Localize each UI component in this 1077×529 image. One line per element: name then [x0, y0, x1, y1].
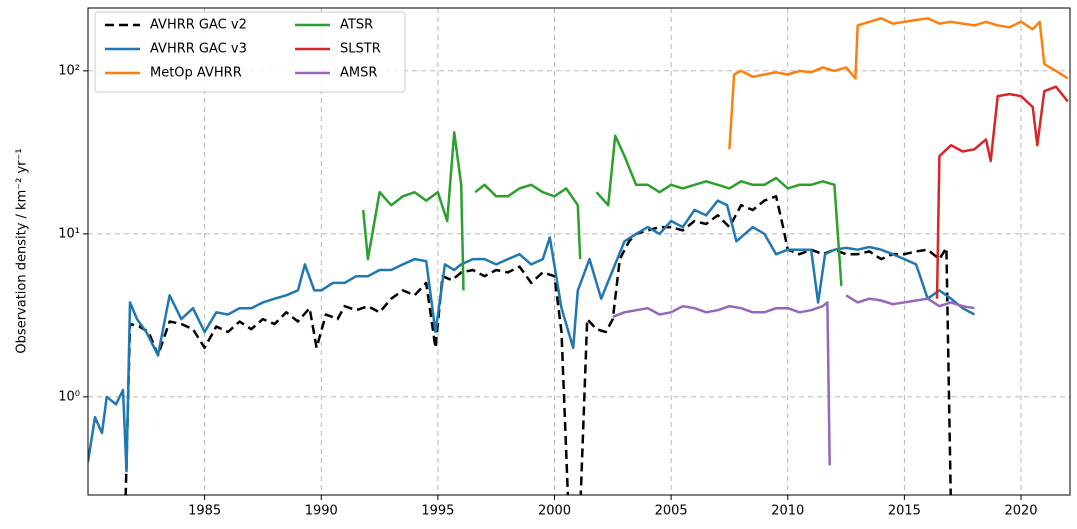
x-tick-label: 2010	[771, 504, 804, 519]
x-tick-label: 1990	[305, 504, 338, 519]
series-line	[88, 199, 975, 473]
x-tick-label: 2005	[655, 504, 688, 519]
series-line	[361, 131, 843, 291]
x-tick-label: 1995	[421, 504, 454, 519]
y-axis-label: Observation density / km⁻² yr⁻¹	[15, 148, 30, 353]
x-tick-label: 2000	[538, 504, 571, 519]
legend-label: AVHRR GAC v2	[150, 18, 247, 33]
y-tick-label: 10²	[58, 63, 80, 78]
series-line	[935, 85, 1069, 299]
legend-label: AMSR	[340, 66, 377, 81]
legend-label: SLSTR	[340, 42, 381, 57]
legend-label: MetOp AVHRR	[150, 66, 242, 81]
legend-label: AVHRR GAC v3	[150, 42, 247, 57]
y-tick-label: 10¹	[58, 226, 80, 241]
series-line	[612, 294, 975, 466]
x-tick-label: 2015	[888, 504, 921, 519]
plot-frame	[87, 7, 1071, 496]
y-tick-label: 10⁰	[58, 389, 80, 404]
x-tick-label: 2020	[1004, 504, 1037, 519]
x-tick-label: 1985	[188, 504, 221, 519]
series-line	[124, 195, 952, 495]
series-line	[728, 17, 1069, 150]
legend-label: ATSR	[340, 18, 373, 33]
